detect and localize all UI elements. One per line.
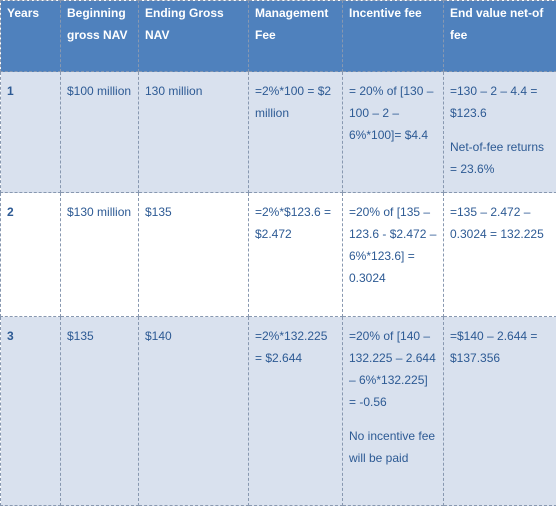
header-ending-gross-nav: Ending Gross NAV: [139, 1, 249, 72]
cell-incentive-fee: =20% of [140 – 132.225 – 2.644 – 6%*132.…: [343, 317, 444, 506]
cell-end-value: =$140 – 2.644 = $137.356: [444, 317, 556, 506]
cell-management-fee: =2%*132.225 = $2.644: [249, 317, 343, 506]
cell-end-value: =130 – 2 – 4.4 = $123.6 Net-of-fee retur…: [444, 72, 556, 193]
header-row: Years Beginning gross NAV Ending Gross N…: [1, 1, 556, 72]
cell-year: 1: [1, 72, 61, 193]
cell-year: 3: [1, 317, 61, 506]
cell-end-value: =135 – 2.472 – 0.3024 = 132.225: [444, 193, 556, 317]
table-row: 1 $100 million 130 million =2%*100 = $2 …: [1, 72, 556, 193]
cell-ending: $135: [139, 193, 249, 317]
incentive-text: =20% of [140 – 132.225 – 2.644 – 6%*132.…: [349, 325, 437, 413]
cell-incentive-fee: = 20% of [130 – 100 – 2 – 6%*100]= $4.4: [343, 72, 444, 193]
no-incentive-note: No incentive fee will be paid: [349, 425, 437, 469]
net-of-fee-note: Net-of-fee returns = 23.6%: [450, 136, 550, 180]
cell-ending: $140: [139, 317, 249, 506]
header-years: Years: [1, 1, 61, 72]
cell-incentive-fee: =20% of [135 – 123.6 - $2.472 – 6%*123.6…: [343, 193, 444, 317]
cell-management-fee: =2%*100 = $2 million: [249, 72, 343, 193]
cell-beginning: $135: [61, 317, 139, 506]
cell-beginning: $100 million: [61, 72, 139, 193]
header-end-value: End value net-of fee: [444, 1, 556, 72]
header-management-fee: Management Fee: [249, 1, 343, 72]
cell-beginning: $130 million: [61, 193, 139, 317]
header-incentive-fee: Incentive fee: [343, 1, 444, 72]
cell-ending: 130 million: [139, 72, 249, 193]
table-row: 3 $135 $140 =2%*132.225 = $2.644 =20% of…: [1, 317, 556, 506]
end-value-text: =130 – 2 – 4.4 = $123.6: [450, 80, 550, 124]
header-beginning-gross-nav: Beginning gross NAV: [61, 1, 139, 72]
table-row: 2 $130 million $135 =2%*$123.6 = $2.472 …: [1, 193, 556, 317]
cell-year: 2: [1, 193, 61, 317]
cell-management-fee: =2%*$123.6 = $2.472: [249, 193, 343, 317]
